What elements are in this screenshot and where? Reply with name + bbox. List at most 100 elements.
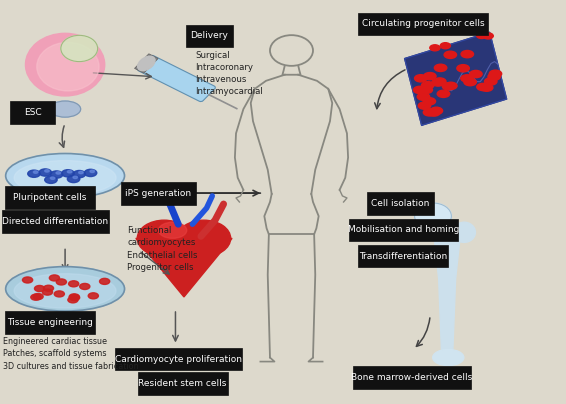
Ellipse shape	[446, 28, 456, 34]
Ellipse shape	[422, 82, 434, 89]
Ellipse shape	[453, 222, 475, 242]
FancyBboxPatch shape	[5, 311, 95, 334]
Ellipse shape	[45, 176, 57, 183]
Ellipse shape	[437, 90, 449, 97]
Ellipse shape	[477, 83, 489, 90]
Ellipse shape	[430, 107, 443, 114]
Ellipse shape	[84, 169, 97, 177]
Ellipse shape	[68, 297, 78, 303]
Ellipse shape	[488, 73, 500, 80]
Ellipse shape	[14, 161, 116, 195]
Ellipse shape	[56, 172, 61, 174]
Ellipse shape	[14, 274, 116, 308]
Ellipse shape	[28, 170, 40, 177]
Ellipse shape	[67, 175, 80, 183]
Ellipse shape	[39, 169, 52, 176]
Ellipse shape	[73, 176, 78, 179]
Ellipse shape	[423, 98, 436, 105]
FancyBboxPatch shape	[121, 182, 196, 205]
FancyBboxPatch shape	[138, 372, 228, 395]
Ellipse shape	[417, 93, 430, 100]
Text: Transdifferentiation: Transdifferentiation	[359, 252, 447, 261]
Ellipse shape	[456, 26, 466, 32]
Polygon shape	[405, 32, 507, 125]
Ellipse shape	[80, 284, 90, 290]
Ellipse shape	[461, 75, 473, 82]
Ellipse shape	[477, 32, 487, 38]
Ellipse shape	[464, 78, 477, 86]
FancyBboxPatch shape	[115, 348, 242, 370]
Ellipse shape	[418, 102, 431, 109]
Text: iPS generation: iPS generation	[126, 189, 191, 198]
Ellipse shape	[33, 293, 43, 299]
Ellipse shape	[56, 279, 66, 285]
Ellipse shape	[42, 289, 53, 295]
Ellipse shape	[90, 170, 95, 173]
Ellipse shape	[432, 79, 444, 86]
Ellipse shape	[50, 177, 55, 179]
Ellipse shape	[33, 171, 38, 173]
Ellipse shape	[483, 33, 494, 39]
Ellipse shape	[54, 291, 65, 297]
Text: Circulating progenitor cells: Circulating progenitor cells	[362, 19, 484, 28]
FancyBboxPatch shape	[353, 366, 471, 389]
Ellipse shape	[23, 277, 33, 283]
Ellipse shape	[434, 78, 446, 85]
Text: Mobilisation and homing: Mobilisation and homing	[348, 225, 459, 234]
Ellipse shape	[100, 278, 110, 284]
Ellipse shape	[35, 286, 45, 292]
Text: Directed differentiation: Directed differentiation	[2, 217, 108, 226]
Ellipse shape	[158, 222, 187, 238]
Ellipse shape	[44, 285, 54, 291]
Ellipse shape	[423, 73, 436, 80]
Ellipse shape	[420, 86, 432, 93]
Bar	[135, 54, 158, 73]
Ellipse shape	[413, 86, 426, 94]
Ellipse shape	[88, 293, 98, 299]
Ellipse shape	[62, 170, 74, 177]
Ellipse shape	[423, 109, 436, 116]
FancyBboxPatch shape	[10, 101, 55, 124]
Ellipse shape	[430, 45, 440, 51]
Ellipse shape	[434, 64, 447, 72]
Ellipse shape	[138, 56, 155, 71]
Ellipse shape	[414, 203, 452, 229]
Text: Pluripotent cells: Pluripotent cells	[13, 193, 86, 202]
FancyBboxPatch shape	[138, 55, 216, 102]
FancyBboxPatch shape	[349, 219, 458, 241]
Text: Delivery: Delivery	[191, 32, 228, 40]
Ellipse shape	[50, 101, 80, 117]
Ellipse shape	[414, 75, 427, 82]
Ellipse shape	[73, 170, 85, 178]
Ellipse shape	[49, 275, 59, 281]
Ellipse shape	[50, 171, 63, 178]
Text: Functional
cardiomyocytes
Endothelial cells
Progenitor cells: Functional cardiomyocytes Endothelial ce…	[127, 226, 198, 271]
Ellipse shape	[138, 220, 191, 257]
Ellipse shape	[61, 36, 98, 61]
Text: Tissue engineering: Tissue engineering	[7, 318, 92, 327]
Ellipse shape	[442, 83, 454, 90]
Ellipse shape	[428, 109, 440, 116]
Text: Bone marrow-derived cells: Bone marrow-derived cells	[351, 373, 473, 382]
Ellipse shape	[481, 84, 493, 91]
Ellipse shape	[433, 349, 464, 366]
FancyBboxPatch shape	[5, 186, 95, 209]
Ellipse shape	[6, 154, 125, 198]
Ellipse shape	[67, 170, 72, 173]
Text: Engineered cardiac tissue
Patches, scaffold systems
3D cultures and tissue fabri: Engineered cardiac tissue Patches, scaff…	[3, 337, 139, 370]
Ellipse shape	[79, 171, 83, 174]
FancyBboxPatch shape	[367, 192, 434, 215]
Text: ESC: ESC	[24, 108, 41, 117]
Ellipse shape	[177, 220, 231, 257]
Ellipse shape	[25, 33, 105, 96]
FancyBboxPatch shape	[358, 13, 488, 35]
Text: Resident stem cells: Resident stem cells	[138, 379, 227, 388]
Text: Cardiomyocyte proliferation: Cardiomyocyte proliferation	[115, 355, 242, 364]
Ellipse shape	[69, 294, 79, 300]
Text: Surgical
Intracoronary
Intravenous
Intramyocardial: Surgical Intracoronary Intravenous Intra…	[195, 50, 263, 96]
Ellipse shape	[6, 267, 125, 311]
Ellipse shape	[70, 295, 80, 301]
Text: Cell isolation: Cell isolation	[371, 199, 430, 208]
Polygon shape	[435, 230, 460, 351]
Ellipse shape	[68, 281, 79, 287]
